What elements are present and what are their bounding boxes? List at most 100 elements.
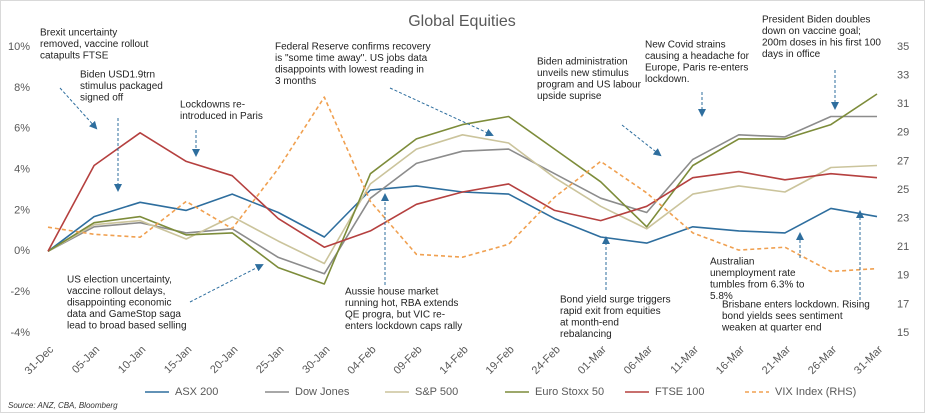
annotation: weaken at quarter end: [721, 323, 822, 334]
y2-tick-label: 23: [897, 213, 909, 225]
legend-label: ASX 200: [175, 386, 218, 398]
annotation: unemployment rate: [710, 268, 796, 279]
series-line: [47, 93, 878, 285]
x-tick-label: 01-Mar: [576, 343, 609, 376]
x-tick-label: 04-Feb: [345, 344, 378, 377]
annotation: Biden administration: [537, 57, 628, 68]
legend-label: Dow Jones: [295, 386, 350, 398]
annotation: Bond yield surge triggers: [560, 295, 671, 306]
legend-label: Euro Stoxx 50: [535, 386, 604, 398]
source: Source: ANZ, CBA, Bloomberg: [8, 401, 118, 410]
x-tick-label: 05-Jan: [70, 344, 102, 376]
y2-tick-label: 27: [897, 155, 909, 167]
series-line: [47, 132, 878, 252]
x-tick-label: 09-Feb: [391, 344, 424, 377]
y2-tick-label: 15: [897, 327, 909, 339]
x-tick-label: 21-Mar: [760, 343, 793, 376]
x-tick-label: 19-Feb: [484, 344, 517, 377]
annotation: Brexit uncertainty: [40, 28, 117, 39]
annotation: Federal Reserve confirms recovery: [275, 42, 431, 53]
series-line: [47, 185, 878, 252]
legend-label: VIX Index (RHS): [775, 386, 856, 398]
annotation: tumbles from 6.3% to: [710, 280, 805, 291]
annotation: Brisbane enters lockdown. Rising: [722, 300, 870, 311]
annotation: disappoints with lowest reading in: [275, 65, 424, 76]
y2-tick-label: 21: [897, 241, 909, 253]
annotation: data and GameStop saga: [67, 309, 181, 320]
y-tick-label: 8%: [14, 82, 30, 94]
x-tick-label: 15-Jan: [162, 344, 194, 376]
x-tick-label: 10-Jan: [116, 344, 148, 376]
annotation-arrow: [389, 87, 494, 137]
annotation: lead to broad based selling: [67, 321, 187, 332]
annotation: Aussie house market: [345, 287, 439, 298]
annotation: 5.8%: [710, 291, 733, 302]
chart-title: Global Equities: [408, 13, 516, 30]
x-tick-label: 31-Mar: [852, 343, 885, 376]
y-tick-label: 0%: [14, 245, 30, 257]
series-line: [47, 96, 878, 273]
x-tick-label: 20-Jan: [208, 344, 240, 376]
x-tick-label: 11-Mar: [668, 343, 701, 376]
x-tick-label: 31-Dec: [23, 343, 57, 377]
annotation: is "some time away". US jobs data: [275, 53, 428, 64]
y2-tick-label: 19: [897, 270, 909, 282]
series-line: [47, 134, 878, 265]
annotation: removed, vaccine rollout: [40, 39, 149, 50]
y2-tick-label: 33: [897, 70, 909, 82]
y-tick-label: 10%: [8, 41, 30, 53]
annotation: at month-end: [560, 318, 619, 329]
x-tick-label: 30-Jan: [300, 344, 332, 376]
y2-tick-label: 17: [897, 298, 909, 310]
x-tick-label: 14-Feb: [438, 344, 471, 377]
annotation: unveils new stimulus: [537, 68, 629, 79]
annotation: rebalancing: [560, 329, 612, 340]
y2-tick-label: 29: [897, 127, 909, 139]
annotation: causing a headache for: [645, 51, 750, 62]
annotation: disappointing economic: [67, 298, 172, 309]
annotation: Australian: [710, 257, 754, 268]
annotation: stimulus packaged: [80, 81, 163, 92]
annotation: US election uncertainty,: [67, 275, 172, 286]
annotation: Europe, Paris re-enters: [645, 63, 748, 74]
y2-tick-label: 35: [897, 41, 909, 53]
annotation: QE progra, but VIC re-: [345, 310, 445, 321]
series-line: [47, 115, 877, 275]
legend-label: FTSE 100: [655, 386, 705, 398]
legend-label: S&P 500: [415, 386, 458, 398]
x-tick-label: 06-Mar: [622, 343, 655, 376]
annotation: vaccine rollout delays,: [67, 286, 165, 297]
y-tick-label: -4%: [10, 327, 30, 339]
y-tick-label: 4%: [14, 163, 30, 175]
y2-tick-label: 31: [897, 98, 909, 110]
annotation: 3 months: [275, 76, 316, 87]
x-tick-label: 24-Feb: [530, 344, 563, 377]
x-tick-label: 16-Mar: [714, 343, 747, 376]
annotation: introduced in Paris: [180, 111, 263, 122]
annotation: lockdown.: [645, 74, 689, 85]
annotation: 200m doses in his first 100: [762, 38, 881, 49]
annotation: bond yields sees sentiment: [722, 311, 843, 322]
annotation: Lockdowns re-: [180, 100, 245, 111]
annotation: President Biden doubles: [762, 15, 870, 26]
y-tick-label: 6%: [14, 123, 30, 135]
y-tick-label: -2%: [10, 286, 30, 298]
annotation: program and US labour: [537, 80, 642, 91]
annotation-arrow: [59, 87, 98, 130]
annotation: down on vaccine goal;: [762, 26, 861, 37]
annotation: Biden USD1.9trn: [80, 70, 155, 81]
annotation: upside suprise: [537, 91, 602, 102]
annotation: days in office: [762, 49, 821, 60]
annotation: New Covid strains: [645, 40, 726, 51]
annotation-arrow: [621, 124, 662, 157]
y2-tick-label: 25: [897, 184, 909, 196]
annotation: signed off: [80, 93, 123, 104]
annotation-arrow: [189, 264, 264, 303]
x-tick-label: 26-Mar: [806, 343, 839, 376]
annotation: rapid exit from equities: [560, 306, 661, 317]
annotation: enters lockdown caps rally: [345, 321, 462, 332]
y-tick-label: 2%: [14, 204, 30, 216]
x-tick-label: 25-Jan: [254, 344, 286, 376]
annotation: running hot, RBA extends: [345, 298, 458, 309]
